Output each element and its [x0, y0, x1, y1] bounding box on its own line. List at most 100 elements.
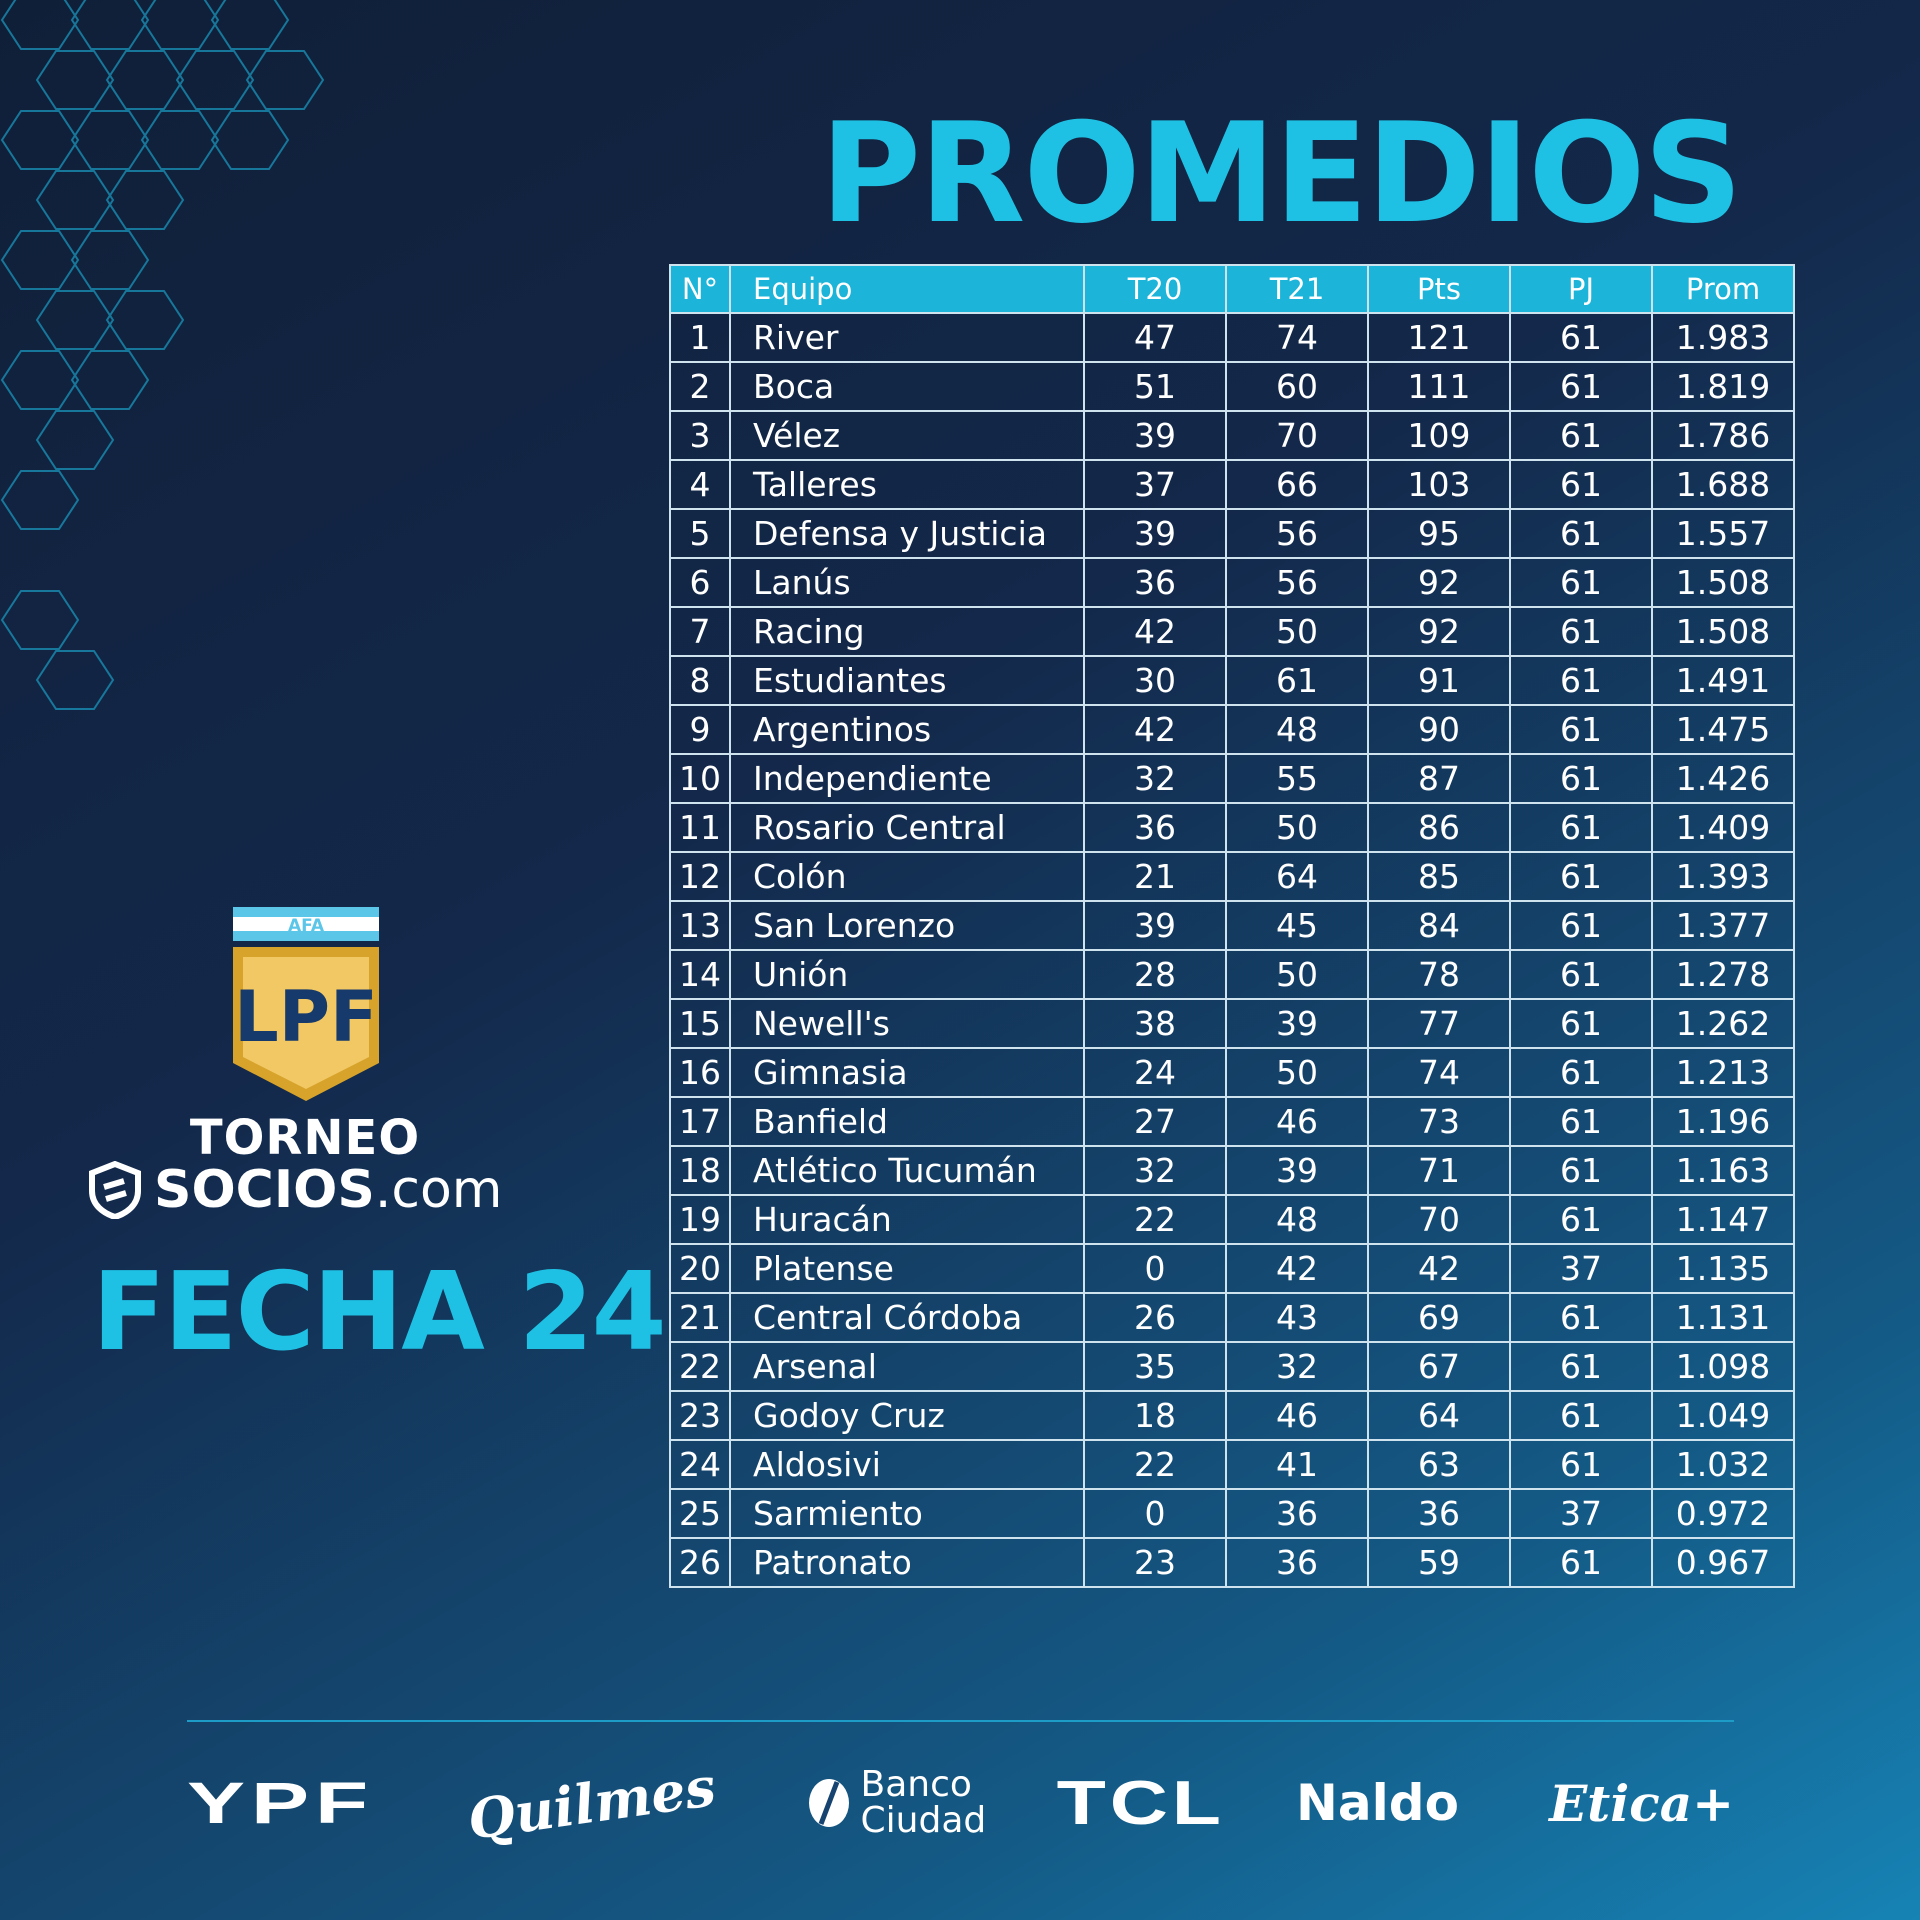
cell-number: 1: [669, 312, 731, 363]
cell-prom: 1.426: [1651, 753, 1795, 804]
hexagon-shape: [105, 290, 185, 350]
cell-pts: 109: [1367, 410, 1511, 461]
cell-team: Racing: [729, 606, 1085, 657]
cell-pj: 61: [1509, 410, 1653, 461]
cell-number: 3: [669, 410, 731, 461]
cell-number: 26: [669, 1537, 731, 1588]
sponsor-ypf-logo: YPF: [187, 1770, 375, 1836]
sponsor-etica-logo: Etica+: [1549, 1773, 1734, 1833]
cell-pts: 74: [1367, 1047, 1511, 1098]
cell-prom: 1.032: [1651, 1439, 1795, 1490]
cell-t20: 32: [1083, 1145, 1227, 1196]
cell-team: Estudiantes: [729, 655, 1085, 706]
banco-ciudad-icon: [808, 1779, 849, 1827]
table-row: 20 Platense 0 42 42 37 1.135: [669, 1243, 1795, 1294]
hexagon-shape: [0, 110, 80, 170]
cell-t21: 39: [1225, 1145, 1369, 1196]
cell-t20: 22: [1083, 1194, 1227, 1245]
cell-pj: 61: [1509, 606, 1653, 657]
header-pts: Pts: [1367, 264, 1511, 314]
cell-prom: 1.688: [1651, 459, 1795, 510]
hexagon-pattern-icon: [0, 0, 325, 710]
table-row: 12 Colón 21 64 85 61 1.393: [669, 851, 1795, 902]
socios-suffix: .com: [374, 1160, 503, 1220]
cell-team: Boca: [729, 361, 1085, 412]
cell-prom: 1.393: [1651, 851, 1795, 902]
cell-pts: 90: [1367, 704, 1511, 755]
header-pj: PJ: [1509, 264, 1653, 314]
cell-pj: 61: [1509, 851, 1653, 902]
cell-prom: 0.967: [1651, 1537, 1795, 1588]
cell-prom: 1.098: [1651, 1341, 1795, 1392]
hexagon-shape: [175, 50, 255, 110]
sponsor-tcl-logo: TCL: [1056, 1768, 1226, 1838]
cell-pj: 61: [1509, 1096, 1653, 1147]
cell-t20: 39: [1083, 508, 1227, 559]
table-row: 22 Arsenal 35 32 67 61 1.098: [669, 1341, 1795, 1392]
cell-prom: 1.508: [1651, 606, 1795, 657]
cell-prom: 1.377: [1651, 900, 1795, 951]
cell-team: Platense: [729, 1243, 1085, 1294]
cell-number: 20: [669, 1243, 731, 1294]
table-row: 2 Boca 51 60 111 61 1.819: [669, 361, 1795, 412]
cell-team: San Lorenzo: [729, 900, 1085, 951]
cell-team: Newell's: [729, 998, 1085, 1049]
cell-t20: 0: [1083, 1488, 1227, 1539]
cell-t21: 70: [1225, 410, 1369, 461]
table-row: 17 Banfield 27 46 73 61 1.196: [669, 1096, 1795, 1147]
cell-t20: 39: [1083, 900, 1227, 951]
cell-prom: 0.972: [1651, 1488, 1795, 1539]
cell-pts: 36: [1367, 1488, 1511, 1539]
cell-t20: 28: [1083, 949, 1227, 1000]
table-row: 3 Vélez 39 70 109 61 1.786: [669, 410, 1795, 461]
cell-t20: 26: [1083, 1292, 1227, 1343]
table-row: 26 Patronato 23 36 59 61 0.967: [669, 1537, 1795, 1588]
table-row: 11 Rosario Central 36 50 86 61 1.409: [669, 802, 1795, 853]
cell-t21: 50: [1225, 1047, 1369, 1098]
cell-t21: 46: [1225, 1096, 1369, 1147]
cell-pj: 61: [1509, 1537, 1653, 1588]
standings-table: N° Equipo T20 T21 Pts PJ Prom 1 River 47 74…: [669, 264, 1795, 1588]
cell-t21: 60: [1225, 361, 1369, 412]
cell-number: 24: [669, 1439, 731, 1490]
page-title: PROMEDIOS: [820, 93, 1743, 254]
cell-t21: 56: [1225, 508, 1369, 559]
cell-t20: 36: [1083, 557, 1227, 608]
cell-t20: 24: [1083, 1047, 1227, 1098]
cell-t20: 38: [1083, 998, 1227, 1049]
hexagon-shape: [70, 230, 150, 290]
cell-t21: 74: [1225, 312, 1369, 363]
cell-prom: 1.819: [1651, 361, 1795, 412]
cell-team: Atlético Tucumán: [729, 1145, 1085, 1196]
cell-pts: 71: [1367, 1145, 1511, 1196]
cell-t21: 36: [1225, 1488, 1369, 1539]
cell-t21: 48: [1225, 704, 1369, 755]
cell-number: 8: [669, 655, 731, 706]
cell-pj: 61: [1509, 1047, 1653, 1098]
cell-team: Aldosivi: [729, 1439, 1085, 1490]
cell-number: 5: [669, 508, 731, 559]
header-prom: Prom: [1651, 264, 1795, 314]
cell-pj: 61: [1509, 1390, 1653, 1441]
table-row: 5 Defensa y Justicia 39 56 95 61 1.557: [669, 508, 1795, 559]
cell-team: Talleres: [729, 459, 1085, 510]
cell-pj: 61: [1509, 1439, 1653, 1490]
cell-pj: 61: [1509, 753, 1653, 804]
cell-t21: 41: [1225, 1439, 1369, 1490]
cell-number: 23: [669, 1390, 731, 1441]
header-t21: T21: [1225, 264, 1369, 314]
cell-pts: 73: [1367, 1096, 1511, 1147]
cell-team: Defensa y Justicia: [729, 508, 1085, 559]
cell-t21: 48: [1225, 1194, 1369, 1245]
table-row: 25 Sarmiento 0 36 36 37 0.972: [669, 1488, 1795, 1539]
hexagon-shape: [35, 650, 115, 710]
cell-number: 6: [669, 557, 731, 608]
cell-number: 17: [669, 1096, 731, 1147]
cell-t20: 42: [1083, 606, 1227, 657]
cell-team: Rosario Central: [729, 802, 1085, 853]
hexagon-shape: [0, 590, 80, 650]
cell-number: 21: [669, 1292, 731, 1343]
table-row: 13 San Lorenzo 39 45 84 61 1.377: [669, 900, 1795, 951]
cell-t21: 42: [1225, 1243, 1369, 1294]
hexagon-shape: [0, 230, 80, 290]
